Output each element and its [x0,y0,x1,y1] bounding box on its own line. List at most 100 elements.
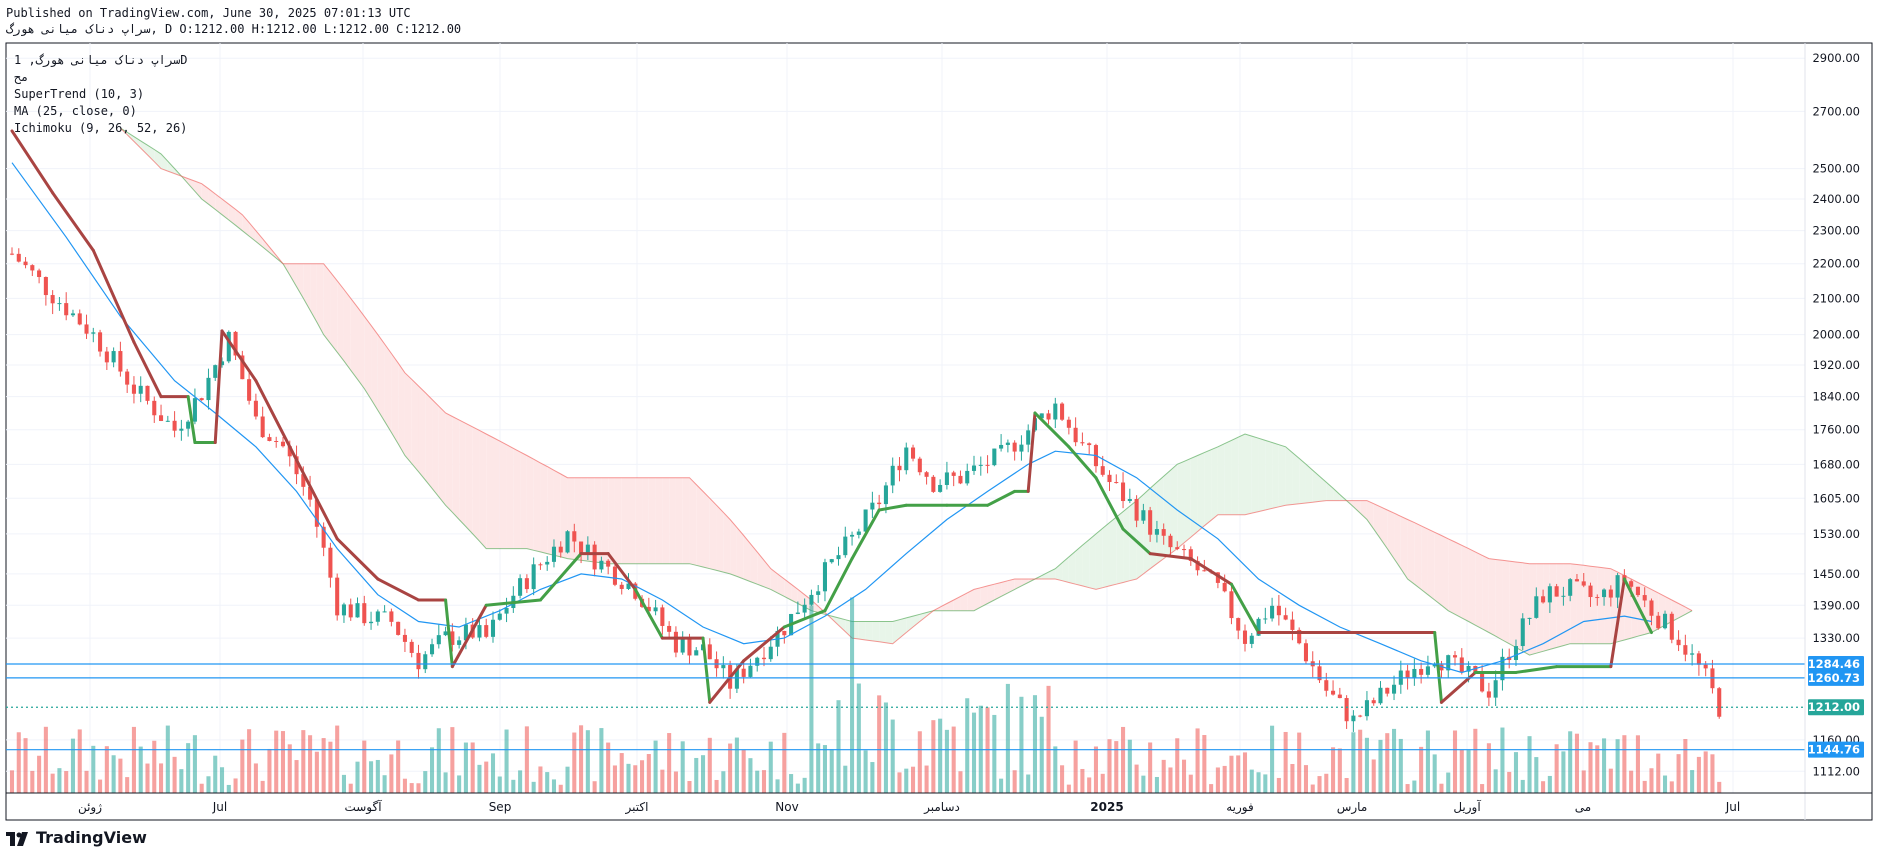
volume-bar [755,770,760,793]
volume-bar [653,740,658,793]
candle-body [606,560,611,567]
candle-body [274,440,279,442]
candle-body [1073,427,1078,443]
candle-body [1107,474,1112,483]
cloud-segment [1231,437,1239,515]
candle-body [1080,442,1085,444]
volume-bar [301,730,306,793]
volume-bar [416,783,421,793]
candle-body [1568,579,1573,596]
candle-body [104,351,109,363]
candle-body [1148,510,1153,535]
cloud-segment [696,484,704,568]
supertrend-segment [450,603,488,669]
volume-bar [863,750,868,793]
cloud-segment [757,551,764,587]
volume-bar [1053,746,1058,793]
cloud-segment [1563,563,1571,646]
cloud-segment [1244,433,1252,515]
cloud-segment [587,477,595,562]
candle-body [125,371,130,385]
volume-bar [1093,746,1098,793]
cloud-segment [1007,578,1015,593]
volume-bar [247,729,252,793]
candle-body [626,583,631,589]
cloud-segment [343,289,351,371]
cloud-segment [1468,548,1476,626]
candle-body [1134,499,1139,521]
volume-bar [172,756,177,793]
candle-body [1303,643,1309,662]
cloud-segment [465,423,473,534]
volume-bar [890,719,895,793]
candle-body [734,668,739,689]
volume-bar [1405,784,1410,793]
volume-bar [1188,774,1193,793]
time-axis[interactable]: ژوئن Jul آگوست Sep اکتبر Nov دسامبر 2025 فوریه ما… [78,799,1740,815]
candle-body [1202,570,1207,572]
cloud-segment [1421,525,1428,595]
volume-bar [1541,781,1546,793]
candle-body [1053,403,1058,420]
cloud-segment [1549,563,1557,650]
price-tick-label: 1450.00 [1812,567,1860,581]
candle-body [619,584,624,589]
supertrend-segment [823,557,854,613]
cloud-segment [1265,440,1273,510]
candle-body [355,603,360,618]
cloud-segment [201,183,209,205]
supertrend-segment [633,587,664,640]
volume-bar [1507,771,1512,793]
cloud-segment [533,459,541,552]
volume-bar [1181,759,1187,793]
cloud-segment [194,181,202,200]
volume-bar [951,726,956,793]
supertrend-segment [1439,670,1477,704]
candle-body [1087,443,1092,446]
candle-body [1012,442,1017,452]
candle-body [1581,581,1586,586]
cloud-segment [161,153,168,172]
candle-body [37,270,42,278]
cloud-segment [262,238,270,253]
supertrend-segment [1094,476,1125,531]
volume-bar [524,726,529,793]
volume-bar [443,772,448,793]
cloud-segment [1075,545,1083,586]
supertrend-segment [1229,582,1261,635]
supertrend-segment [1514,665,1559,674]
volume-bar [1107,739,1112,793]
supertrend-segment [1026,411,1037,493]
volume-bar [1141,775,1146,793]
tradingview-logo[interactable]: TradingView [6,828,147,847]
volume-bar [728,743,733,793]
cloud-segment [1238,433,1245,515]
price-tick-label: 1330.00 [1812,631,1860,645]
cloud-segment [540,462,548,554]
cloud-segment [1312,470,1320,503]
volume-bar [931,720,936,793]
candle-body [443,631,448,636]
candle-body [917,458,922,473]
candle-body [450,631,455,645]
candle-body [1276,605,1281,616]
cloud-segment [838,617,846,632]
candle-body [70,313,76,316]
supertrend-segment [1148,552,1193,561]
volume-bar [741,749,746,793]
cloud-segment [1001,580,1008,597]
candle-body [423,654,428,670]
candle-body [599,560,604,570]
candle-body [673,631,678,653]
volume-bar [145,763,150,793]
candle-body [883,485,888,505]
volume-bar [240,739,245,793]
volume-bar [382,775,387,793]
volume-bar [612,765,617,793]
volume-bar [938,718,943,793]
cloud-segment [371,325,378,411]
volume-bar [633,765,638,793]
price-axis[interactable]: 2900.00 2700.00 2500.00 2400.00 2300.00 2200.… [1812,51,1860,778]
volume-bar [1310,784,1315,793]
